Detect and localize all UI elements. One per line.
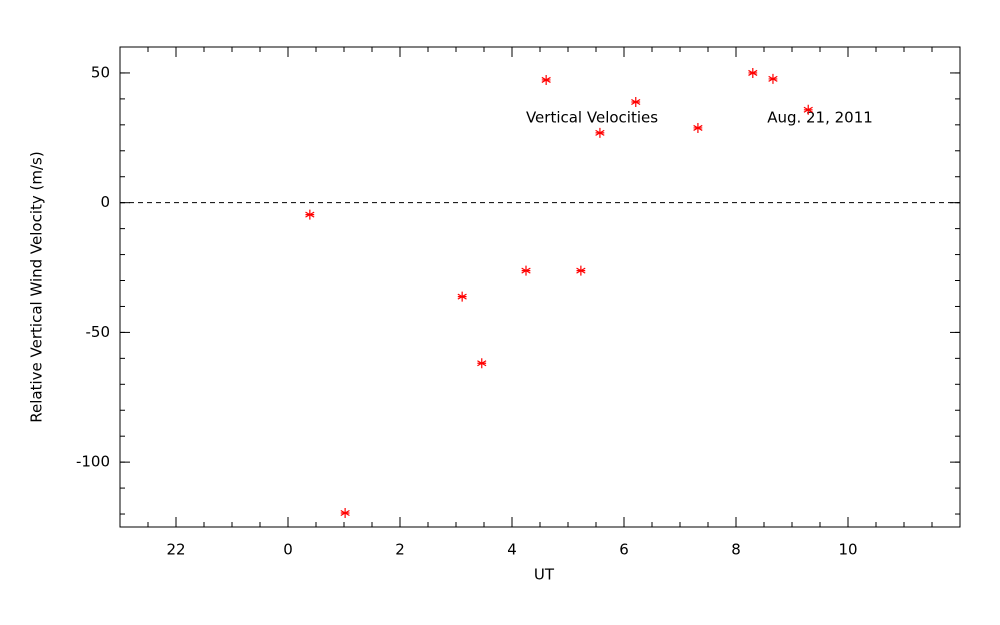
data-point	[340, 507, 350, 518]
x-tick-label: 10	[838, 541, 857, 559]
y-tick-label: -100	[76, 453, 110, 471]
data-point	[521, 265, 531, 276]
x-tick-label: 2	[395, 541, 405, 559]
data-point	[576, 265, 586, 276]
annotation: Aug. 21, 2011	[767, 109, 873, 127]
x-tick-label: 4	[507, 541, 517, 559]
data-point	[768, 73, 778, 84]
data-point	[457, 291, 467, 302]
x-axis-label: UT	[534, 566, 555, 584]
x-tick-label: 22	[166, 541, 185, 559]
data-point	[693, 122, 703, 133]
data-point	[803, 104, 813, 115]
x-tick-label: 8	[731, 541, 741, 559]
y-tick-label: -50	[86, 323, 111, 341]
y-axis-label: Relative Vertical Wind Velocity (m/s)	[28, 151, 46, 422]
data-point	[748, 67, 758, 78]
y-tick-label: 50	[91, 63, 110, 81]
data-point	[305, 209, 315, 220]
annotation: Vertical Velocities	[526, 109, 658, 127]
data-point	[631, 97, 641, 108]
data-point	[595, 127, 605, 138]
data-point	[477, 358, 487, 369]
data-point	[541, 74, 551, 85]
y-tick-label: 0	[100, 193, 110, 211]
x-tick-label: 6	[619, 541, 629, 559]
x-tick-label: 0	[283, 541, 293, 559]
